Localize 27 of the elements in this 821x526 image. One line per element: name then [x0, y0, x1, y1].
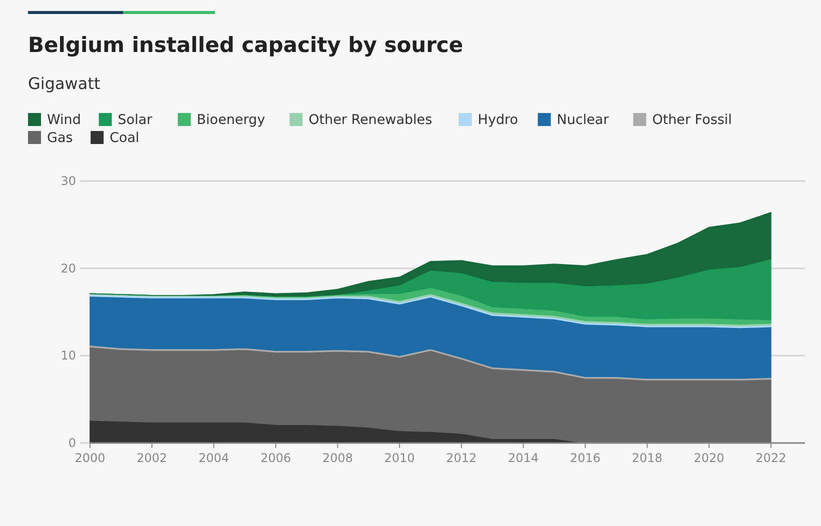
x-tick-label: 2002 [136, 451, 168, 465]
chart-subtitle: Gigawatt [28, 74, 100, 93]
legend-label: Other Fossil [652, 112, 732, 128]
legend-label: Nuclear [556, 112, 610, 128]
legend-label: Hydro [478, 112, 518, 128]
y-tick-label: 20 [60, 261, 76, 276]
x-tick-label: 2022 [756, 451, 786, 465]
legend-label: Bioenergy [196, 112, 266, 128]
x-tick-label: 2020 [694, 451, 724, 465]
y-tick-label: 10 [60, 348, 76, 363]
legend-label: Gas [47, 130, 73, 146]
legend-label: Coal [110, 130, 140, 146]
x-tick-label: 2014 [508, 451, 539, 465]
x-tick-label: 2004 [198, 451, 230, 465]
x-tick-label: 2018 [632, 451, 662, 465]
x-tick-label: 2006 [260, 451, 291, 465]
y-tick-label: 30 [60, 174, 76, 188]
x-tick-label: 2010 [384, 451, 415, 465]
x-tick-label: 2008 [322, 451, 353, 465]
x-tick-label: 2016 [570, 451, 601, 465]
chart-title: Belgium installed capacity by source [28, 33, 464, 57]
y-tick-label: 0 [68, 436, 76, 450]
legend-label: Solar [118, 112, 153, 128]
x-tick-label: 2000 [74, 451, 106, 465]
x-tick-label: 2012 [446, 451, 477, 465]
legend-label: Wind [47, 112, 81, 128]
legend-label: Other Renewables [308, 112, 432, 128]
